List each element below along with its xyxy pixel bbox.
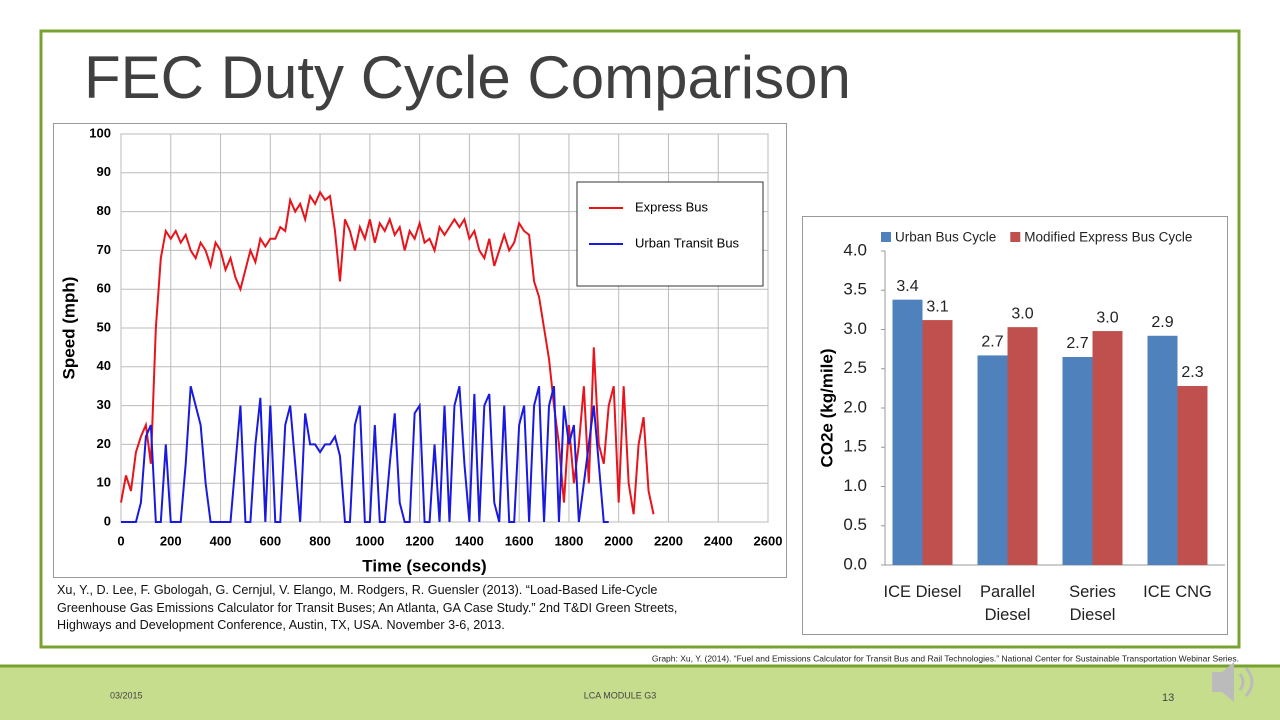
x-tick-label: 1000	[355, 533, 384, 548]
legend-box	[576, 181, 764, 287]
y-tick-label: 70	[97, 242, 111, 257]
x-tick-label: 2600	[754, 533, 783, 548]
y-tick-label: 2.5	[843, 358, 867, 377]
value-label: 2.9	[1151, 314, 1173, 331]
footer-module: LCA MODULE G3	[584, 690, 657, 700]
value-label: 2.3	[1181, 364, 1203, 381]
y-tick-label: 20	[97, 436, 111, 451]
legend-swatch	[1010, 232, 1021, 242]
y-axis-label: CO2e (kg/mile)	[817, 348, 836, 467]
x-tick-label: ICE CNG	[1143, 583, 1212, 601]
bar	[922, 320, 953, 565]
x-tick-label: 1600	[505, 533, 534, 548]
y-tick-label: 100	[89, 125, 111, 140]
y-tick-label: 2.0	[843, 397, 867, 416]
graph-credit: Graph: Xu, Y. (2014). “Fuel and Emission…	[652, 653, 1239, 663]
x-tick-label: 800	[309, 533, 331, 548]
y-tick-label: 90	[97, 164, 111, 179]
x-tick-label: 600	[259, 533, 281, 548]
x-axis-label: Time (seconds)	[362, 556, 486, 575]
x-tick-label: Parallel Diesel	[979, 583, 1036, 624]
y-tick-label: 10	[97, 475, 111, 490]
y-tick-label: 60	[97, 281, 111, 296]
bar	[1147, 335, 1178, 565]
x-tick-label: 1200	[405, 533, 434, 548]
x-tick-label: Series Diesel	[1069, 583, 1116, 624]
series-line	[120, 190, 655, 515]
value-label: 2.7	[981, 334, 1003, 351]
value-label: 2.7	[1066, 335, 1088, 352]
y-tick-label: 4.0	[843, 240, 867, 259]
y-tick-label: 0	[104, 513, 111, 528]
bar	[977, 355, 1008, 565]
y-axis-label: Speed (mph)	[59, 277, 78, 380]
x-tick-label: ICE Diesel	[883, 583, 962, 601]
y-tick-label: 40	[97, 358, 111, 373]
slide-title: FEC Duty Cycle Comparison	[84, 44, 851, 111]
bar	[892, 299, 923, 565]
legend-label: Urban Bus Cycle	[895, 230, 996, 245]
x-tick-label: 2400	[704, 533, 733, 548]
legend-label: Modified Express Bus Cycle	[1024, 230, 1192, 245]
citation: Xu, Y., D. Lee, F. Gbologah, G. Cernjul,…	[57, 583, 678, 632]
y-tick-label: 30	[97, 397, 111, 412]
bar	[1062, 356, 1093, 565]
y-tick-label: 0.0	[843, 554, 867, 573]
speaker-icon	[1212, 662, 1254, 702]
legend-swatch	[881, 232, 891, 242]
x-tick-label: 200	[160, 533, 182, 548]
legend-label: Urban Transit Bus	[635, 235, 740, 250]
x-tick-label: 1400	[455, 533, 484, 548]
y-tick-label: 1.0	[843, 476, 867, 495]
y-tick-label: 3.5	[843, 280, 867, 299]
x-tick-label: 2000	[604, 533, 633, 548]
bar	[1092, 331, 1123, 565]
y-tick-label: 3.0	[843, 319, 867, 338]
bar	[1177, 386, 1208, 565]
x-tick-label: 1800	[554, 533, 583, 548]
footer-date: 03/2015	[110, 690, 143, 700]
y-tick-label: 0.5	[843, 515, 867, 534]
value-label: 3.1	[926, 298, 948, 315]
slide-frame	[39, 29, 1241, 649]
legend-label: Express Bus	[635, 199, 708, 214]
footer-page: 13	[1162, 692, 1174, 704]
value-label: 3.0	[1096, 309, 1118, 326]
footer-band	[0, 667, 1280, 720]
y-tick-label: 50	[97, 319, 111, 334]
bar	[1007, 327, 1038, 565]
x-tick-label: 0	[117, 533, 124, 548]
y-tick-label: 1.5	[843, 437, 867, 456]
value-label: 3.0	[1011, 305, 1033, 322]
value-label: 3.4	[896, 278, 918, 295]
x-tick-label: 400	[210, 533, 232, 548]
series-line	[121, 385, 609, 523]
x-tick-label: 2200	[654, 533, 683, 548]
y-tick-label: 80	[97, 203, 111, 218]
